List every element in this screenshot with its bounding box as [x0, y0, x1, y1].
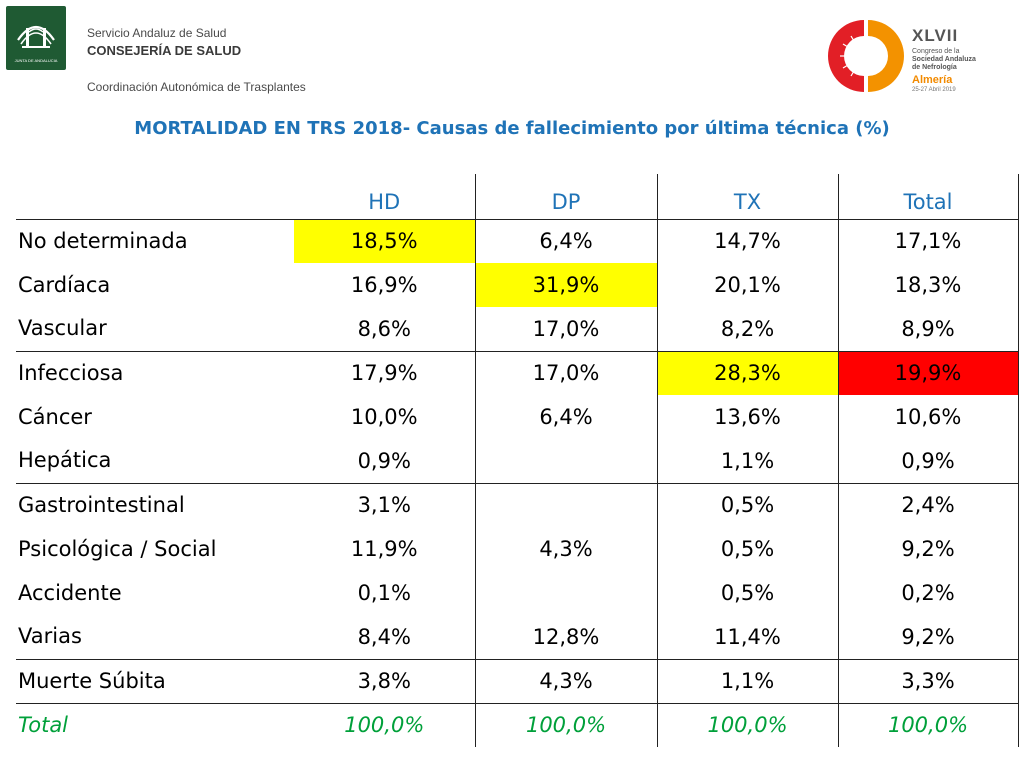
cell-tx-column: 0,5%	[720, 581, 775, 605]
cell-tx-column: 20,1%	[714, 273, 781, 297]
table-header-row: HD DP TX Total	[16, 174, 1019, 219]
cell-hd-column: 8,4%	[357, 624, 411, 649]
cell-tx-column: 100,0%	[657, 702, 838, 747]
sas-header: JUNTA DE ANDALUCIA Servicio Andaluz de S…	[0, 0, 320, 100]
cell-tx-column: 13,6%	[714, 405, 781, 429]
cell-total-column: 0,9%	[837, 439, 1019, 483]
cell-hd-column: 3,8%	[294, 658, 475, 703]
row-label: Gastrointestinal	[16, 482, 294, 527]
cell-hd-column: 100,0%	[294, 702, 475, 747]
column-header-tx-column: TX	[733, 189, 762, 214]
table-total-row: Total 100,0% 100,0% 100,0% 100,0%	[16, 702, 1019, 747]
row-label: Muerte Súbita	[16, 658, 294, 703]
cell-tx-column: 0,5%	[657, 482, 838, 527]
cell-dp-column	[474, 482, 658, 527]
table-row: Accidente 0,1% 0,5% 0,2%	[16, 571, 1019, 615]
row-label: Infecciosa	[16, 350, 294, 395]
cell-dp-column: 4,3%	[474, 527, 658, 571]
row-label: Cardíaca	[18, 272, 111, 297]
cell-tx-column: 0,5%	[720, 537, 775, 561]
cell-total-column: 18,3%	[837, 263, 1019, 307]
cell-tx-column: 1,1%	[657, 658, 838, 703]
table-row: Gastrointestinal 3,1% 0,5% 2,4%	[16, 482, 1019, 527]
cell-total-column: 0,2%	[837, 571, 1019, 615]
cell-total-column: 9,2%	[837, 615, 1019, 659]
row-label: No determinada	[16, 218, 294, 263]
cell-dp-column: 6,4%	[474, 218, 658, 263]
cell-hd-column: 0,1%	[357, 581, 411, 605]
table-row: Vascular 8,6% 17,0% 8,2% 8,9%	[16, 307, 1019, 351]
row-label: Hepática	[18, 448, 112, 473]
junta-emblem-icon	[17, 25, 55, 48]
row-label: Varias	[18, 624, 82, 649]
congress-edition: XLVII	[912, 26, 959, 45]
org-name-coordinacion: Coordinación Autonómica de Trasplantes	[87, 80, 306, 94]
table-row: Cáncer 10,0% 6,4% 13,6% 10,6%	[16, 395, 1019, 439]
congress-line3: de Nefrología	[912, 64, 957, 71]
cell-dp-column: 6,4%	[474, 395, 658, 439]
cell-hd-column: 8,6%	[357, 316, 411, 341]
table-row: Psicológica / Social 11,9% 4,3% 0,5% 9,2%	[16, 527, 1019, 571]
row-label: Vascular	[18, 316, 107, 341]
cell-total-column: 19,9%	[837, 350, 1019, 395]
cell-total-column: 17,1%	[837, 218, 1019, 263]
cell-tx-column: 28,3%	[657, 350, 838, 395]
row-label: Psicológica / Social	[18, 536, 217, 561]
cell-tx-column: 11,4%	[714, 624, 781, 649]
column-header-total-column: Total	[837, 174, 1019, 219]
org-name-consejeria: CONSEJERÍA DE SALUD	[87, 43, 242, 58]
table-row: Infecciosa 17,9% 17,0% 28,3% 19,9%	[16, 350, 1019, 395]
congress-sun-icon	[828, 20, 904, 92]
table-row: Hepática 0,9% 1,1% 0,9%	[16, 439, 1019, 483]
row-label: Total	[16, 702, 294, 747]
row-label: Cáncer	[18, 404, 92, 429]
table-row: Cardíaca 16,9% 31,9% 20,1% 18,3%	[16, 263, 1019, 307]
cell-hd-column: 18,5%	[294, 218, 475, 263]
cell-dp-column: 17,0%	[474, 350, 658, 395]
cell-hd-column: 3,1%	[294, 482, 475, 527]
congress-line2: Sociedad Andaluza	[912, 56, 976, 63]
congress-dates: 25-27 Abril 2019	[912, 87, 956, 93]
cell-total-column: 8,9%	[837, 307, 1019, 351]
cell-tx-column: 8,2%	[720, 316, 775, 341]
cell-hd-column: 0,9%	[357, 448, 411, 473]
congress-city: Almería	[912, 74, 953, 86]
cell-total-column: 10,6%	[837, 395, 1019, 439]
cell-tx-column: 14,7%	[657, 218, 838, 263]
cell-dp-column: 12,8%	[474, 615, 658, 659]
cell-dp-column: 100,0%	[474, 702, 658, 747]
congress-logo: XLVII Congreso de la Sociedad Andaluza d…	[824, 16, 1020, 96]
org-name-sas: Servicio Andaluz de Salud	[87, 26, 227, 40]
cell-hd-column: 11,9%	[350, 537, 418, 561]
table-body: No determinada 18,5% 6,4% 14,7% 17,1% Cardíac…	[16, 218, 1019, 747]
cell-total-column: 3,3%	[837, 658, 1019, 703]
congress-description: Congreso de la Sociedad Andaluza de Nefr…	[912, 48, 1020, 72]
table-row: Varias 8,4% 12,8% 11,4% 9,2%	[16, 615, 1019, 659]
column-header-label-column	[16, 174, 294, 219]
congress-line1: Congreso de la	[912, 48, 960, 55]
cell-hd-column: 17,9%	[294, 350, 475, 395]
junta-logo-text: JUNTA DE ANDALUCIA	[14, 58, 58, 63]
cell-hd-column: 16,9%	[350, 273, 418, 297]
cell-dp-column: 4,3%	[474, 658, 658, 703]
cell-dp-column	[474, 439, 658, 483]
mortality-table: HD DP TX Total No determinada 18,5% 6,4% 14,7%…	[16, 174, 1019, 747]
cell-dp-column: 17,0%	[474, 307, 658, 351]
table-row: No determinada 18,5% 6,4% 14,7% 17,1%	[16, 218, 1019, 263]
cell-total-column: 9,2%	[837, 527, 1019, 571]
slide-title: MORTALIDAD EN TRS 2018- Causas de fallec…	[134, 118, 890, 139]
cell-tx-column: 1,1%	[720, 448, 775, 473]
cell-total-column: 2,4%	[837, 482, 1019, 527]
cell-dp-column	[474, 571, 658, 615]
column-header-hd-column: HD	[368, 189, 401, 214]
column-header-dp-column: DP	[474, 174, 658, 219]
row-label: Accidente	[18, 580, 122, 605]
table-row: Muerte Súbita 3,8% 4,3% 1,1% 3,3%	[16, 658, 1019, 703]
junta-andalucia-logo: JUNTA DE ANDALUCIA	[6, 6, 66, 70]
cell-total-column: 100,0%	[837, 702, 1019, 747]
cell-hd-column: 10,0%	[350, 405, 418, 429]
cell-dp-column: 31,9%	[474, 263, 658, 307]
